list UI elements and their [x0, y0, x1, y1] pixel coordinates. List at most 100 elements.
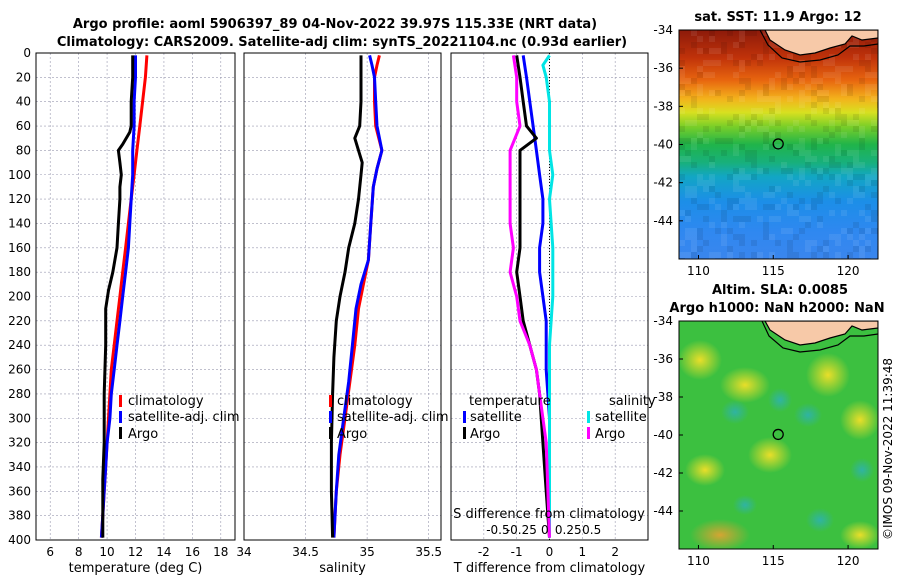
sst-pixel — [769, 204, 775, 210]
sst-pixel — [799, 144, 805, 150]
sst-pixel — [697, 66, 703, 72]
sst-pixel — [805, 216, 811, 222]
sst-land — [764, 30, 878, 56]
sst-pixel — [703, 72, 709, 78]
legend-swatch-satellite — [329, 411, 332, 423]
sst-pixel — [817, 90, 823, 96]
sst-pixel — [751, 30, 757, 36]
sst-pixel — [817, 78, 823, 84]
plot-frame — [35, 52, 236, 541]
sst-pixel — [745, 192, 751, 198]
sst-pixel — [787, 54, 793, 60]
sst-pixel — [853, 120, 859, 126]
sst-pixel — [853, 54, 859, 60]
sst-pixel — [811, 90, 817, 96]
sst-pixel — [847, 180, 853, 186]
sst-pixel — [727, 96, 733, 102]
sst-pixel — [691, 138, 697, 144]
y-tick-label: 280 — [8, 387, 31, 401]
sst-pixel — [757, 216, 763, 222]
legend-swatch-s-satellite — [587, 411, 590, 423]
map-y-tick-label: -34 — [653, 314, 673, 328]
sst-pixel — [763, 126, 769, 132]
sst-pixel — [847, 120, 853, 126]
sst-pixel — [835, 198, 841, 204]
sst-pixel — [811, 120, 817, 126]
sst-pixel — [757, 90, 763, 96]
sst-pixel — [805, 96, 811, 102]
sst-pixel — [763, 48, 769, 54]
sst-pixel — [793, 180, 799, 186]
sst-pixel — [775, 216, 781, 222]
sst-pixel — [691, 198, 697, 204]
sst-pixel — [847, 168, 853, 174]
s-diff-tick-label: 0.5 — [582, 523, 601, 537]
sst-pixel — [751, 240, 757, 246]
sla-blob — [794, 403, 822, 427]
series-line-argo — [329, 55, 364, 538]
sst-pixel — [709, 198, 715, 204]
sst-pixel — [721, 138, 727, 144]
legend-swatch-s-argo — [587, 427, 590, 439]
sst-pixel — [691, 42, 697, 48]
sst-pixel — [733, 216, 739, 222]
sst-pixel — [733, 114, 739, 120]
sst-pixel — [781, 198, 787, 204]
sst-pixel — [685, 120, 691, 126]
sst-pixel — [697, 132, 703, 138]
sst-pixel — [793, 120, 799, 126]
sst-pixel — [739, 96, 745, 102]
sst-pixel — [865, 246, 871, 252]
sst-pixel — [751, 150, 757, 156]
map-x-tick-label: 110 — [687, 264, 710, 278]
sst-pixel — [865, 204, 871, 210]
x-tick-label: 35.5 — [415, 545, 442, 559]
sst-pixel — [763, 234, 769, 240]
sst-pixel — [709, 60, 715, 66]
sst-pixel — [679, 138, 685, 144]
sst-pixel — [799, 198, 805, 204]
sst-pixel — [799, 60, 805, 66]
map-y-tick-label: -44 — [653, 504, 673, 518]
sst-pixel — [793, 252, 799, 258]
sst-map-title: sat. SST: 11.9 Argo: 12 — [694, 10, 861, 25]
sst-pixel — [703, 114, 709, 120]
sst-pixel — [691, 228, 697, 234]
sst-pixel — [865, 60, 871, 66]
sst-pixel — [739, 252, 745, 258]
sst-pixel — [835, 144, 841, 150]
sst-pixel — [835, 234, 841, 240]
x-tick-label: 0 — [546, 545, 554, 559]
sst-contour — [759, 30, 878, 63]
sst-pixel — [811, 72, 817, 78]
sst-pixel — [841, 84, 847, 90]
map-y-tick-label: -38 — [653, 99, 673, 113]
temperature-panel: 0 20 40 60 80 100 120 140 160 180 200 220 240 260 280 3… — [8, 46, 236, 576]
sst-pixel — [727, 30, 733, 36]
sst-pixel — [787, 228, 793, 234]
sst-pixel — [751, 156, 757, 162]
sst-pixel — [763, 84, 769, 90]
sst-pixel — [757, 54, 763, 60]
sst-pixel — [871, 228, 877, 234]
sst-pixel — [859, 186, 865, 192]
sst-pixel — [757, 120, 763, 126]
sst-pixel — [709, 174, 715, 180]
sst-pixel — [841, 228, 847, 234]
sst-pixel — [817, 84, 823, 90]
sst-ticks: 110 115 120 -34 -36 -38 -40 -42 -44 — [653, 23, 859, 278]
sst-pixel — [871, 168, 877, 174]
sst-pixel — [745, 84, 751, 90]
sst-pixel — [757, 168, 763, 174]
sst-pixel — [709, 36, 715, 42]
sst-pixel — [739, 114, 745, 120]
sst-pixel — [805, 246, 811, 252]
sst-pixel — [685, 186, 691, 192]
sst-pixel — [859, 246, 865, 252]
x-tick-label: 35 — [359, 545, 374, 559]
sst-pixel — [781, 84, 787, 90]
sst-pixel — [751, 198, 757, 204]
sst-pixel — [835, 66, 841, 72]
sst-pixel — [745, 174, 751, 180]
sst-pixel — [733, 198, 739, 204]
